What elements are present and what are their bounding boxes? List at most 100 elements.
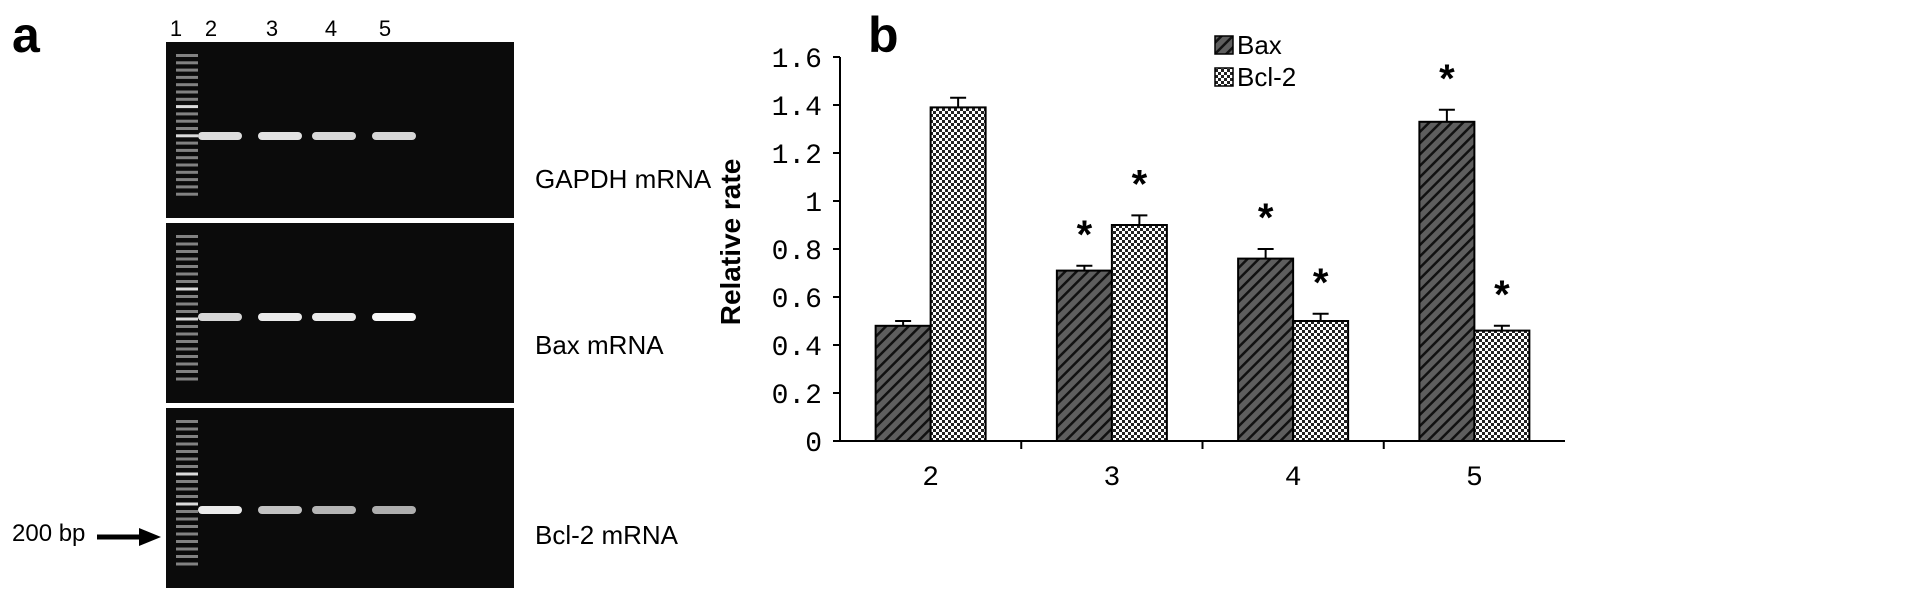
ladder-band (176, 127, 198, 130)
gel-image-bax (166, 223, 514, 403)
marker-size-label: 200 bp (12, 520, 86, 547)
y-tick-label: 1.4 (772, 93, 822, 124)
ladder-band (176, 83, 198, 87)
ladder-band (176, 148, 198, 152)
gel-label-bax: Bax mRNA (535, 330, 664, 360)
ladder-band (176, 178, 198, 182)
significance-marker: * (1077, 213, 1093, 257)
sample-band (258, 313, 302, 321)
ladder-band (176, 370, 198, 373)
gel-image-gapdh (166, 42, 514, 218)
ladder-band (176, 347, 198, 351)
ladder-band (176, 502, 198, 506)
panel-a-letter: a (12, 7, 40, 63)
sample-band (198, 313, 242, 321)
ladder-band (176, 340, 198, 343)
y-tick-label: 1 (805, 189, 822, 220)
lane-number-3: 3 (265, 16, 279, 41)
ladder-band (176, 325, 198, 328)
lane-number-2: 2 (204, 16, 218, 41)
y-tick-label: 0.6 (772, 285, 822, 316)
gel-label-gapdh: GAPDH mRNA (535, 164, 712, 194)
ladder-band (176, 134, 198, 138)
ladder-band (176, 97, 198, 101)
sample-band (372, 313, 416, 321)
y-tick-label: 0.2 (772, 381, 822, 412)
bar-bax (874, 324, 932, 442)
lane-number-1: 1 (169, 16, 183, 41)
ladder-band (176, 112, 198, 116)
sample-band (312, 132, 356, 140)
ladder-band (176, 517, 198, 521)
legend-swatch (1214, 67, 1234, 87)
gel-lanes (176, 54, 416, 196)
ladder-band (176, 54, 198, 57)
bar-bax (1055, 269, 1113, 442)
legend-label: Bcl-2 (1237, 62, 1296, 92)
bar-bcl2 (1292, 320, 1350, 442)
ladder-band (176, 487, 198, 491)
sample-band (372, 132, 416, 140)
x-tick-label: 4 (1285, 463, 1302, 494)
ladder-band (176, 295, 198, 298)
significance-marker: * (1258, 196, 1274, 240)
bar-bcl2 (1473, 329, 1531, 443)
ladder-band (176, 480, 198, 483)
gel-label-bcl2: Bcl-2 mRNA (535, 520, 679, 550)
ladder-band (176, 272, 198, 276)
significance-marker: * (1494, 273, 1510, 317)
ladder-band (176, 562, 198, 566)
ladder-band (176, 495, 198, 498)
ladder-band (176, 525, 198, 528)
ladder-band (176, 242, 198, 246)
y-tick-label: 0.8 (772, 237, 822, 268)
gel-lanes (176, 420, 416, 566)
bar-bax (1418, 120, 1476, 443)
ladder-band (176, 442, 198, 446)
ladder-band (176, 310, 198, 313)
gel-lanes (176, 235, 416, 381)
ladder-band (176, 465, 198, 468)
ladder-band (176, 163, 198, 167)
legend-label: Bax (1237, 30, 1282, 60)
marker-arrow-icon (97, 528, 161, 546)
panel-b-letter: b (868, 7, 899, 63)
ladder-band (176, 435, 198, 438)
ladder-band (176, 362, 198, 366)
ladder-band (176, 547, 198, 551)
ladder-band (176, 532, 198, 536)
y-axis-label: Relative rate (715, 159, 746, 326)
y-tick-label: 1.6 (772, 45, 822, 76)
ladder-band (176, 170, 198, 174)
significance-marker: * (1313, 261, 1329, 305)
ladder-band (176, 427, 198, 431)
ladder-band (176, 287, 198, 291)
ladder-band (176, 235, 198, 238)
ladder-band (176, 90, 198, 94)
ladder-band (176, 185, 198, 189)
ladder-band (176, 377, 198, 381)
ladder-band (176, 555, 198, 558)
lane-number-5: 5 (378, 16, 392, 41)
x-tick-label: 5 (1466, 463, 1483, 494)
ladder-band (176, 257, 198, 261)
x-tick-label: 3 (1103, 463, 1120, 494)
x-tick-label: 2 (922, 463, 939, 494)
y-tick-label: 1.2 (772, 141, 822, 172)
ladder-band (176, 302, 198, 306)
ladder-band (176, 472, 198, 476)
sample-band (198, 506, 242, 514)
significance-marker: * (1132, 162, 1148, 206)
y-tick-label: 0 (805, 429, 822, 460)
ladder-band (176, 450, 198, 453)
significance-marker: * (1439, 57, 1455, 101)
ladder-band (176, 332, 198, 336)
ladder-band (176, 61, 198, 65)
sample-band (258, 132, 302, 140)
sample-band (372, 506, 416, 514)
ladder-band (176, 265, 198, 268)
ladder-band (176, 119, 198, 123)
ladder-band (176, 355, 198, 358)
bar-bcl2 (929, 106, 987, 443)
gel-image-bcl2 (166, 408, 514, 588)
